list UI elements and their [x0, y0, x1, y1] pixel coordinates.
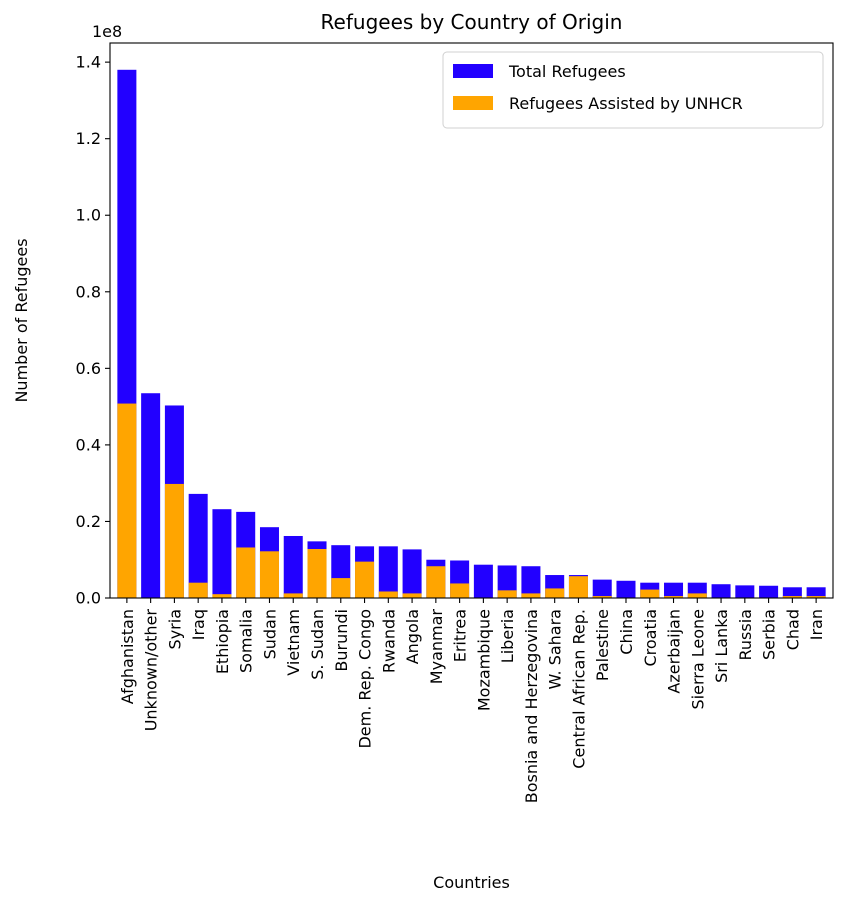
bar-total [402, 549, 422, 598]
y-tick-label: 1.0 [76, 206, 101, 225]
bar-total [759, 585, 779, 598]
x-tick-label: Chad [783, 609, 802, 650]
bar-total [782, 587, 802, 598]
bar-assisted [402, 593, 422, 598]
x-tick-label: Iran [807, 609, 826, 640]
bar-total [735, 585, 755, 598]
x-tick-label: Bosnia and Herzegovina [522, 609, 541, 803]
x-tick-label: Liberia [498, 609, 517, 663]
bar-assisted [545, 588, 565, 598]
bar-assisted [355, 561, 375, 598]
bar-total [711, 584, 731, 598]
x-tick-label: Syria [165, 609, 184, 649]
y-tick-label: 0.6 [76, 359, 101, 378]
legend-swatch [453, 96, 493, 110]
legend-box [442, 51, 824, 129]
x-tick-label: Unknown/other [142, 609, 161, 732]
x-tick-label: Russia [736, 609, 755, 660]
x-tick-label: Eritrea [451, 609, 470, 662]
y-tick-label: 0.0 [76, 589, 101, 608]
y-tick-label: 0.8 [76, 282, 101, 301]
x-tick-label: Myanmar [427, 609, 446, 685]
bar-assisted [283, 593, 303, 598]
bar-assisted [188, 582, 208, 598]
legend-label: Refugees Assisted by UNHCR [509, 94, 743, 113]
bar-assisted [640, 589, 660, 598]
bar-assisted [450, 583, 470, 598]
y-axis-label: Number of Refugees [12, 238, 31, 402]
x-tick-label: Somalia [237, 609, 256, 673]
x-tick-label: Ethiopia [213, 609, 232, 674]
legend: Total Refugees Refugees Assisted by UNHCR [442, 51, 824, 129]
x-tick-label: S. Sudan [308, 609, 327, 680]
x-tick-label: Angola [403, 609, 422, 664]
bar-assisted [117, 403, 137, 598]
legend-label: Total Refugees [508, 62, 626, 81]
bar-total [188, 493, 208, 598]
x-tick-label: Croatia [641, 609, 660, 667]
y-tick-label: 0.4 [76, 435, 101, 454]
bar-assisted [164, 483, 184, 598]
y-tick-label: 1.4 [76, 53, 101, 72]
x-tick-label: Mozambique [474, 609, 493, 711]
x-tick-label: Rwanda [379, 609, 398, 673]
bar-assisted [592, 596, 612, 598]
x-tick-label: Iraq [189, 609, 208, 640]
y-tick-label: 1.2 [76, 129, 101, 148]
bar-total [212, 509, 232, 598]
x-tick-label: Serbia [760, 609, 779, 660]
plot-frame [109, 42, 834, 599]
x-tick-label: Sri Lanka [712, 609, 731, 683]
bars-layer [117, 69, 826, 599]
x-tick-label: Sierra Leone [688, 609, 707, 709]
bar-assisted [497, 590, 517, 598]
legend-swatch [453, 64, 493, 78]
y-tick-label: 0.2 [76, 512, 101, 531]
bar-total [283, 535, 303, 598]
x-tick-label: Azerbaijan [665, 609, 684, 694]
bar-assisted [331, 578, 351, 598]
bar-total [806, 587, 826, 598]
bar-assisted [378, 591, 398, 598]
bar-assisted [806, 596, 826, 598]
bar-assisted [426, 566, 446, 598]
bar-total [521, 566, 541, 598]
x-tick-label: Sudan [260, 609, 279, 659]
bar-assisted [521, 593, 541, 598]
x-tick-label: Central African Rep. [569, 609, 588, 769]
y-axis-scale-label: 1e8 [92, 22, 122, 41]
x-tick-label: Burundi [332, 609, 351, 672]
bar-total [497, 565, 517, 598]
x-tick-label: Vietnam [284, 609, 303, 676]
axes-layer: 0.0 0.2 0.4 0.6 0.8 1.0 1.2 1.4 Afghanistan Unkno… [76, 42, 834, 803]
bar-total [664, 582, 684, 598]
bar-assisted [664, 596, 684, 598]
x-tick-label: Palestine [593, 609, 612, 681]
bar-total [141, 393, 161, 598]
bar-assisted [212, 594, 232, 598]
chart-title: Refugees by Country of Origin [321, 10, 623, 34]
x-tick-label: Afghanistan [118, 609, 137, 704]
bar-assisted [259, 551, 279, 598]
bar-assisted [782, 596, 802, 598]
bar-assisted [236, 547, 256, 598]
bar-total [592, 579, 612, 598]
bar-total [378, 546, 398, 598]
bar-assisted [307, 549, 327, 598]
x-tick-label: W. Sahara [546, 609, 565, 689]
x-tick-label: China [617, 609, 636, 655]
x-axis-label: Countries [433, 873, 510, 892]
x-tick-label: Dem. Rep. Congo [356, 609, 375, 749]
bar-total [616, 580, 636, 598]
bar-assisted [687, 593, 707, 598]
bar-assisted [568, 576, 588, 598]
bar-total [473, 564, 493, 598]
